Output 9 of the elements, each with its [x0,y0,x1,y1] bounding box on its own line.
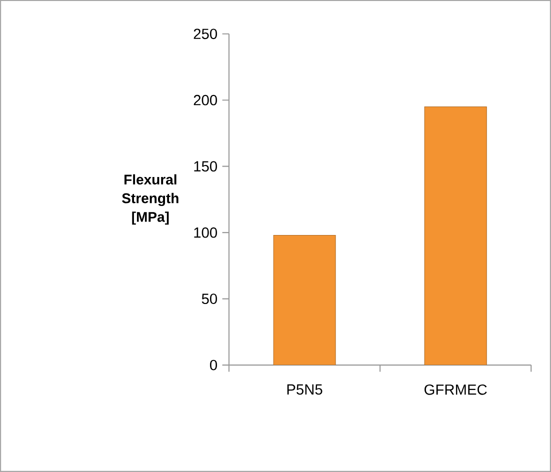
y-tick-label: 150 [194,161,217,172]
x-tick-label: P5N5 [287,384,322,395]
y-axis-title: Flexural Strength [MPa] [122,174,178,225]
y-tick-label: 250 [194,28,217,40]
y-tick-label: 0 [210,360,218,370]
y-tick-label: 100 [194,227,217,238]
y-tick-label: 50 [202,294,218,304]
y-tick-label: 200 [194,94,217,106]
x-tick-label: GFRMEC [424,384,487,395]
